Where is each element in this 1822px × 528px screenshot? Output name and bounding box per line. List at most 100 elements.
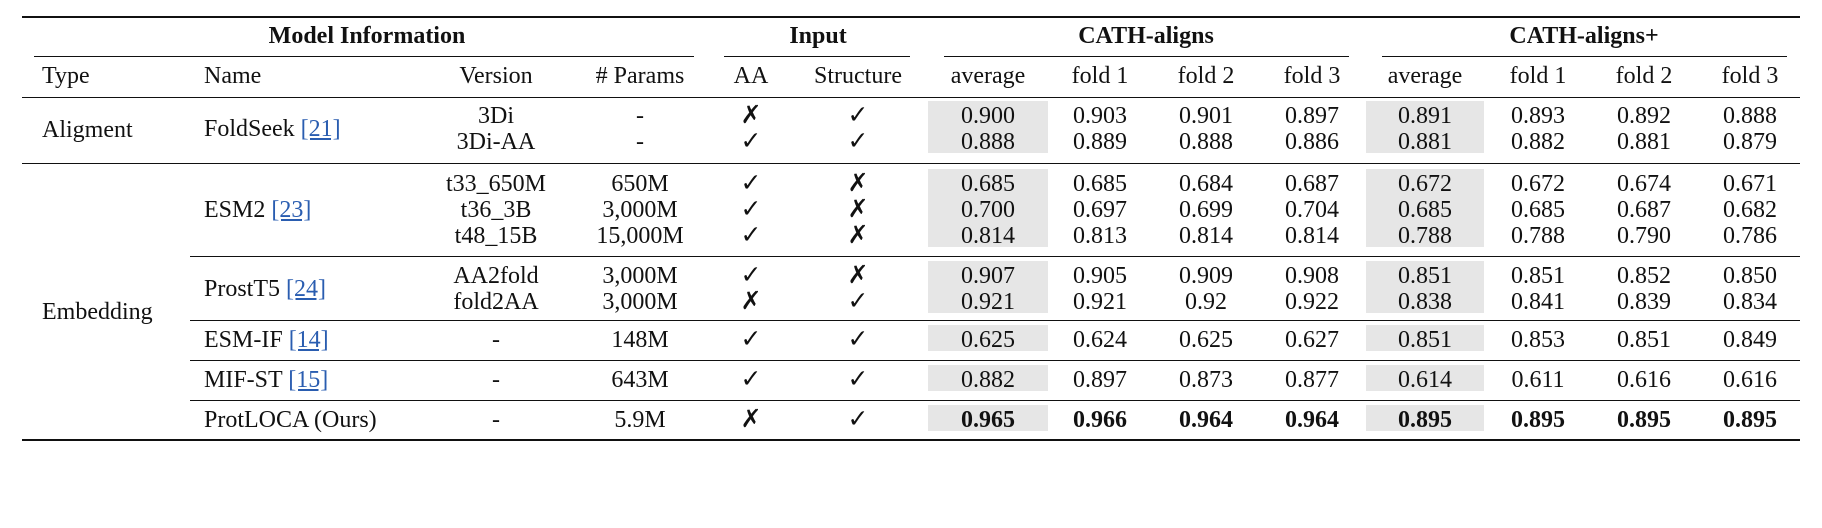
- params-cell: 15,000M: [596, 223, 684, 249]
- cath-aligns-plus-value: 0.672: [1511, 171, 1565, 197]
- cath-aligns-value: 0.814: [1285, 223, 1339, 249]
- cath-aligns-value: 0.704: [1285, 197, 1339, 223]
- col-header-params: # Params: [595, 63, 685, 89]
- cath-aligns-value: 0.624: [1073, 327, 1127, 353]
- cath-aligns-value: 0.908: [1285, 263, 1339, 289]
- version-cell: -: [492, 327, 500, 353]
- cath-aligns-value: 0.886: [1285, 129, 1339, 155]
- citation-link[interactable]: [23]: [271, 197, 312, 223]
- cath-aligns-plus-value: 0.687: [1617, 197, 1671, 223]
- average-highlight: [1366, 405, 1484, 431]
- model-name: ESM2 [23]: [204, 196, 311, 224]
- cath-aligns-value: 0.687: [1285, 171, 1339, 197]
- average-highlight: [928, 261, 1048, 287]
- group-header-cath-aligns-plus: CATH-aligns+: [1509, 23, 1659, 49]
- aa-input-mark: ✓: [740, 126, 762, 155]
- type-label-aligment: Aligment: [42, 117, 133, 143]
- cath-aligns-plus-value: 0.671: [1723, 171, 1777, 197]
- cath-aligns-value: 0.901: [1179, 103, 1233, 129]
- average-highlight: [928, 169, 1048, 195]
- version-cell: 3Di-AA: [456, 129, 536, 155]
- cath-aligns-value: 0.888: [961, 129, 1015, 155]
- cath-aligns-value: 0.814: [1179, 223, 1233, 249]
- group-rule-model: [34, 56, 694, 57]
- cath-aligns-value: 0.873: [1179, 367, 1233, 393]
- cath-aligns-value: 0.877: [1285, 367, 1339, 393]
- col-header-type: Type: [42, 63, 90, 89]
- average-highlight: [1366, 127, 1484, 153]
- average-highlight: [928, 101, 1048, 127]
- model-name: ProstT5 [24]: [204, 275, 326, 303]
- group-header-cath-aligns: CATH-aligns: [1078, 23, 1214, 49]
- bottom-rule: [22, 439, 1800, 441]
- cath-aligns-plus-value: 0.879: [1723, 129, 1777, 155]
- top-rule: [22, 16, 1800, 18]
- aa-input-mark: ✗: [740, 286, 762, 315]
- citation-link[interactable]: [24]: [286, 276, 326, 302]
- cath-aligns-value: 0.964: [1179, 407, 1233, 433]
- citation-link[interactable]: [21]: [300, 116, 341, 142]
- aa-input-mark: ✓: [740, 220, 762, 249]
- average-highlight: [1366, 221, 1484, 247]
- version-cell: AA2fold: [453, 263, 539, 289]
- cath-aligns-plus-value: 0.841: [1511, 289, 1565, 315]
- average-highlight: [1366, 287, 1484, 313]
- cath-aligns-value: 0.921: [961, 289, 1015, 315]
- model-name-label: ProstT5: [204, 276, 281, 302]
- cath-aligns-plus-value: 0.882: [1511, 129, 1565, 155]
- type-label-embedding: Embedding: [42, 299, 153, 325]
- model-name: FoldSeek [21]: [204, 115, 341, 143]
- aa-input-mark: ✗: [740, 404, 762, 433]
- cath-aligns-plus-value: 0.674: [1617, 171, 1671, 197]
- cath-aligns-plus-value: 0.788: [1398, 223, 1452, 249]
- cath-aligns-plus-value: 0.849: [1723, 327, 1777, 353]
- structure-input-mark: ✓: [847, 100, 869, 129]
- structure-input-mark: ✗: [847, 260, 869, 289]
- params-cell: -: [636, 129, 644, 155]
- cath-aligns-plus-value: 0.616: [1617, 367, 1671, 393]
- cath-aligns-value: 0.922: [1285, 289, 1339, 315]
- average-highlight: [1366, 261, 1484, 287]
- average-highlight: [928, 287, 1048, 313]
- version-cell: 3Di: [478, 103, 514, 129]
- col-header-version: Version: [459, 63, 533, 89]
- version-cell: -: [492, 367, 500, 393]
- cath-aligns-plus-value: 0.682: [1723, 197, 1777, 223]
- cath-aligns-plus-value: 0.685: [1511, 197, 1565, 223]
- cath-aligns-plus-value: 0.895: [1398, 407, 1452, 433]
- cath-aligns-value: 0.897: [1073, 367, 1127, 393]
- cath-aligns-plus-value: 0.788: [1511, 223, 1565, 249]
- cath-aligns-plus-value: 0.851: [1511, 263, 1565, 289]
- cath-aligns-plus-value: 0.895: [1617, 407, 1671, 433]
- cath-aligns-value: 0.900: [961, 103, 1015, 129]
- average-highlight: [928, 405, 1048, 431]
- col-header-name: Name: [204, 63, 262, 89]
- rule-mifst-protloca: [190, 400, 1800, 401]
- cath-aligns-value: 0.627: [1285, 327, 1339, 353]
- average-highlight: [928, 325, 1048, 351]
- cath-aligns-plus-value: 0.786: [1723, 223, 1777, 249]
- model-name-label: FoldSeek: [204, 116, 295, 142]
- version-cell: fold2AA: [453, 289, 539, 315]
- version-cell: -: [492, 407, 500, 433]
- citation-link[interactable]: [14]: [288, 327, 329, 353]
- cath-aligns-plus-value: 0.891: [1398, 103, 1452, 129]
- cath-aligns-value: 0.921: [1073, 289, 1127, 315]
- col-header-cath-fold3: fold 3: [1283, 63, 1341, 89]
- structure-input-mark: ✗: [847, 168, 869, 197]
- group-rule-cathp: [1382, 56, 1787, 57]
- cath-aligns-plus-value: 0.672: [1398, 171, 1452, 197]
- cath-aligns-value: 0.625: [1179, 327, 1233, 353]
- params-cell: 3,000M: [602, 263, 678, 289]
- cath-aligns-plus-value: 0.895: [1723, 407, 1777, 433]
- col-header-structure: Structure: [814, 63, 902, 89]
- average-highlight: [928, 365, 1048, 391]
- model-name-label: MIF-ST: [204, 367, 283, 393]
- cath-aligns-value: 0.697: [1073, 197, 1127, 223]
- cath-aligns-plus-value: 0.611: [1511, 367, 1565, 393]
- cath-aligns-plus-value: 0.685: [1398, 197, 1452, 223]
- cath-aligns-value: 0.92: [1185, 289, 1227, 315]
- col-header-cathp-average: average: [1387, 63, 1463, 89]
- citation-link[interactable]: [15]: [288, 367, 329, 393]
